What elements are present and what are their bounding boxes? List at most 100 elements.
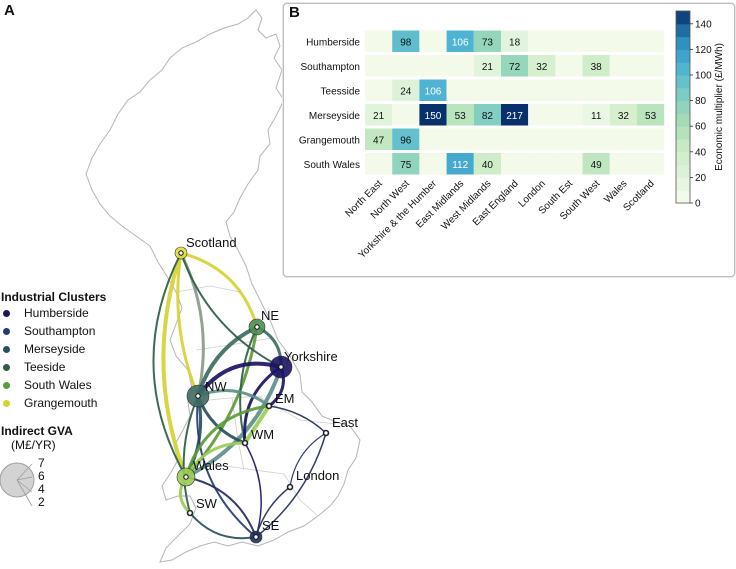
region-label-scotland: Scotland (186, 235, 237, 250)
heatmap-cell (609, 55, 637, 77)
heatmap-cell (609, 104, 637, 126)
region-dot-em (266, 403, 272, 409)
region-dot-east (323, 430, 329, 436)
flow-east-se (255, 432, 327, 538)
heatmap-cell (528, 55, 556, 77)
heatmap-cell-value: 24 (400, 86, 412, 97)
size-legend-value: 6 (38, 469, 45, 483)
region-label-wm: WM (251, 427, 274, 442)
heatmap-cell (501, 79, 529, 101)
colorbar-segment (676, 49, 690, 63)
heatmap-cell (582, 30, 610, 52)
flow-sw-se (189, 512, 257, 540)
flow-scotland-ne (179, 251, 259, 329)
heatmap-cell-value: 150 (425, 111, 442, 122)
heatmap-row-label: Merseyside (309, 111, 361, 122)
heatmap-cell (446, 128, 474, 150)
heatmap-cell-value: 49 (591, 160, 603, 171)
colorbar-tick-label: 20 (695, 173, 707, 184)
heatmap-row-label: South Wales (304, 160, 360, 171)
heatmap-cell-value: 21 (373, 111, 385, 122)
heatmap-cell (637, 30, 665, 52)
heatmap-cell (501, 128, 529, 150)
region-dot-ne (254, 324, 260, 330)
heatmap-cell-value: 18 (509, 37, 521, 48)
size-unit: (M£/YR) (11, 438, 56, 452)
colorbar-tick-label: 80 (695, 96, 707, 107)
heatmap-cell (637, 55, 665, 77)
colorbar-tick-label: 40 (695, 147, 707, 158)
heatmap-cell (555, 30, 583, 52)
heatmap-cell (637, 128, 665, 150)
heatmap-cell (392, 79, 420, 101)
region-label-em: EM (275, 391, 295, 406)
flow-wm-se (244, 442, 262, 538)
cluster-marker (3, 309, 10, 317)
cluster-marker (3, 399, 10, 407)
heatmap-cell-value: 21 (482, 62, 494, 73)
size-legend-value: 7 (38, 456, 45, 470)
cluster-list: Humberside Southampton Merseyside Teeside So… (1, 304, 106, 412)
heatmap-cell (501, 104, 529, 126)
flow-nw-se (196, 395, 257, 538)
heatmap-cell-value: 32 (618, 111, 630, 122)
heatmap-cell (501, 55, 529, 77)
heatmap-cell (582, 104, 610, 126)
cluster-legend-item: South Wales (3, 376, 106, 394)
heatmap-cell (609, 79, 637, 101)
region-label-sw: SW (196, 496, 218, 511)
heatmap-cell (365, 128, 393, 150)
heatmap-cell (637, 104, 665, 126)
heatmap-cell (528, 104, 556, 126)
heatmap-cell-value: 98 (400, 37, 412, 48)
heatmap-cell (473, 104, 501, 126)
flow-wales-se (185, 476, 257, 538)
region-label-ne: NE (261, 308, 279, 323)
flow-ne-wm (239, 326, 258, 444)
colorbar-segment (676, 75, 690, 89)
panel-b-label: B (289, 4, 300, 21)
colorbar-segment (676, 164, 690, 178)
region-label-yorkshire: Yorkshire (284, 349, 338, 364)
heatmap-cell-value: 75 (400, 160, 412, 171)
heatmap-cell (365, 104, 393, 126)
heatmap-cell-value: 11 (591, 111, 602, 122)
heatmap-cell (419, 104, 447, 126)
colorbar-segment (676, 62, 690, 76)
size-title: Indirect GVA (1, 424, 73, 438)
size-legend-circles (0, 462, 35, 507)
cluster-marker (3, 327, 10, 335)
heatmap-cell-value: 82 (482, 111, 494, 122)
region-label-se: SE (262, 518, 280, 533)
cluster-marker (3, 345, 10, 353)
heatmap-cell (419, 55, 447, 77)
size-legend: Indirect GVA (M£/YR) (1, 424, 73, 452)
heatmap-cell (446, 30, 474, 52)
region-label-east: East (332, 415, 358, 430)
heatmap-cell-value: 106 (425, 86, 442, 97)
heatmap-cell (473, 30, 501, 52)
heatmap-cell (446, 55, 474, 77)
colorbar-tick-label: 60 (695, 122, 707, 133)
heatmap-cell (555, 55, 583, 77)
heatmap-cell (419, 128, 447, 150)
region-label-london: London (296, 468, 339, 483)
heatmap-cell (446, 153, 474, 175)
heatmap-cell (392, 55, 420, 77)
heatmap-cell (582, 153, 610, 175)
heatmap-cell (365, 79, 393, 101)
colorbar-tick-label: 140 (695, 19, 712, 30)
colorbar-tick-label: 0 (695, 199, 701, 210)
heatmap-cell (419, 30, 447, 52)
colorbar-segment (676, 100, 690, 114)
colorbar-segment (676, 11, 690, 25)
heatmap-cell (555, 153, 583, 175)
heatmap-cell-value: 112 (452, 160, 468, 171)
heatmap-cell (501, 153, 529, 175)
cluster-legend-item: Grangemouth (3, 394, 106, 412)
heatmap-cell (528, 79, 556, 101)
heatmap-cell-value: 32 (536, 62, 548, 73)
cluster-label: Southampton (24, 324, 96, 338)
